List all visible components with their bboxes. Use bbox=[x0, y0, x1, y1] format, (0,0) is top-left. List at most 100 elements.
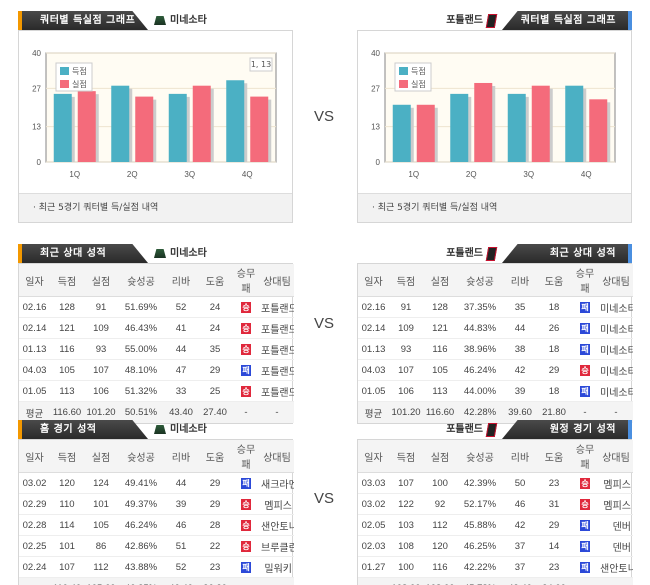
team-label: 미네소타 bbox=[154, 244, 207, 263]
table-cell: 100 bbox=[389, 556, 423, 578]
average-cell: 39.60 bbox=[503, 401, 537, 423]
bar-loss-4Q[interactable] bbox=[250, 96, 269, 162]
section-title: 최근 상대 성적 bbox=[18, 244, 148, 263]
result-badge: 패 bbox=[241, 561, 251, 573]
column-header: 득점 bbox=[389, 440, 423, 473]
table-cell: 128 bbox=[50, 296, 84, 318]
bar-loss-1Q[interactable] bbox=[77, 91, 96, 162]
opponent-cell: 멤피스 bbox=[599, 493, 633, 515]
table-cell: 113 bbox=[423, 380, 457, 402]
team-name: 미네소타 bbox=[170, 15, 207, 26]
bar-score-4Q[interactable] bbox=[565, 85, 584, 162]
panel-header: 최근 상대 성적 포틀랜드 bbox=[357, 244, 632, 263]
bar-loss-3Q[interactable] bbox=[531, 85, 550, 162]
table-cell: 24 bbox=[198, 317, 232, 339]
table-cell: 04.03 bbox=[358, 359, 389, 381]
average-cell: 21.80 bbox=[537, 401, 571, 423]
result-cell: 패 bbox=[571, 296, 599, 318]
stats-table: 일자 득점 실점 슛성공 리바 도움 승무패 상대팀 03.03 107 100 42.39% 50 23… bbox=[358, 440, 633, 585]
result-cell: 패 bbox=[232, 472, 260, 494]
table-row: 02.05 103 112 45.88% 42 29 패 덴버 bbox=[358, 514, 633, 536]
table-cell: 43.88% bbox=[118, 556, 164, 578]
opponent-cell: 새크라멘 bbox=[260, 472, 294, 494]
result-badge: 패 bbox=[580, 540, 590, 552]
average-cell: 27.40 bbox=[198, 401, 232, 423]
table-cell: 29 bbox=[198, 472, 232, 494]
team-name: 미네소타 bbox=[170, 424, 207, 435]
table-cell: 02.14 bbox=[19, 317, 50, 339]
table-cell: 35 bbox=[503, 296, 537, 318]
average-cell: 42.28% bbox=[457, 401, 503, 423]
away-h2h-panel: 최근 상대 성적 포틀랜드 일자 득점 실점 슛성공 리바 도움 승무패 상대팀 02.16 91 12… bbox=[357, 244, 633, 424]
chart-footer: · 최근 5경기 쿼터별 득/실점 내역 bbox=[19, 193, 292, 222]
bar-score-2Q[interactable] bbox=[450, 93, 469, 162]
table-cell: 93 bbox=[389, 338, 423, 360]
away-chart-panel: 쿼터별 득실점 그래프 포틀랜드 0 13 27 40 1Q 2Q 3Q 4Q 득점 실점 · 최근 5… bbox=[357, 11, 632, 223]
result-cell: 승 bbox=[571, 472, 599, 494]
table-cell: 46.43% bbox=[118, 317, 164, 339]
table-row: 03.02 122 92 52.17% 46 31 승 멤피스 bbox=[358, 493, 633, 515]
team-name: 포틀랜드 bbox=[446, 248, 483, 259]
column-header: 상대팀 bbox=[599, 264, 633, 297]
bar-score-1Q[interactable] bbox=[392, 104, 411, 162]
table-cell: 107 bbox=[389, 472, 423, 494]
table-cell: 107 bbox=[84, 359, 118, 381]
table-cell: 91 bbox=[389, 296, 423, 318]
tooltip-text: 1, 13 bbox=[251, 60, 271, 69]
table-cell: 50 bbox=[503, 472, 537, 494]
column-header: 도움 bbox=[537, 440, 571, 473]
column-header: 일자 bbox=[19, 264, 50, 297]
bar-loss-3Q[interactable] bbox=[192, 85, 211, 162]
section-title: 최근 상대 성적 bbox=[502, 244, 632, 263]
table-cell: 18 bbox=[537, 338, 571, 360]
legend-swatch bbox=[60, 80, 69, 88]
table-cell: 116 bbox=[423, 338, 457, 360]
x-tick-label: 4Q bbox=[581, 170, 592, 179]
opponent-cell: 포틀랜드 bbox=[260, 380, 294, 402]
table-cell: 106 bbox=[389, 380, 423, 402]
opponent-cell: 덴버 bbox=[599, 535, 633, 557]
x-tick-label: 2Q bbox=[127, 170, 138, 179]
bar-loss-4Q[interactable] bbox=[589, 99, 608, 162]
column-header: 득점 bbox=[50, 264, 84, 297]
column-header: 도움 bbox=[198, 264, 232, 297]
result-cell: 승 bbox=[232, 296, 260, 318]
bar-score-3Q[interactable] bbox=[507, 93, 526, 162]
average-cell: 101.20 bbox=[389, 401, 423, 423]
opponent-cell: 미네소타 bbox=[599, 359, 633, 381]
opponent-cell: 포틀랜드 bbox=[260, 359, 294, 381]
result-badge: 패 bbox=[580, 343, 590, 355]
table-cell: 110 bbox=[50, 493, 84, 515]
average-cell: 45.78% bbox=[457, 577, 503, 585]
result-badge: 승 bbox=[580, 498, 590, 510]
table-cell: 120 bbox=[50, 472, 84, 494]
column-header: 리바 bbox=[164, 440, 198, 473]
bar-loss-2Q[interactable] bbox=[135, 96, 154, 162]
result-badge: 승 bbox=[241, 385, 251, 397]
average-cell: 116.60 bbox=[423, 401, 457, 423]
team-logo-icon bbox=[154, 16, 166, 25]
bar-score-4Q[interactable] bbox=[226, 80, 245, 162]
table-cell: 46.24% bbox=[457, 359, 503, 381]
opponent-cell: 샌안토니 bbox=[260, 514, 294, 536]
bar-loss-1Q[interactable] bbox=[416, 104, 435, 162]
column-header: 리바 bbox=[164, 264, 198, 297]
team-logo-icon bbox=[485, 13, 498, 28]
away-games-panel: 원정 경기 성적 포틀랜드 일자 득점 실점 슛성공 리바 도움 승무패 상대팀 03.03 107 1… bbox=[357, 420, 633, 585]
stats-table: 일자 득점 실점 슛성공 리바 도움 승무패 상대팀 02.16 128 91 51.69% 52 24 승… bbox=[19, 264, 294, 423]
stats-table: 일자 득점 실점 슛성공 리바 도움 승무패 상대팀 03.02 120 124 49.41% 44 29… bbox=[19, 440, 294, 585]
table-cell: 52 bbox=[164, 296, 198, 318]
bar-loss-2Q[interactable] bbox=[474, 82, 493, 162]
column-header: 도움 bbox=[198, 440, 232, 473]
chart-footer: · 최근 5경기 쿼터별 득/실점 내역 bbox=[358, 193, 631, 222]
result-cell: 패 bbox=[232, 359, 260, 381]
bar-score-1Q[interactable] bbox=[53, 93, 72, 162]
team-logo-icon bbox=[154, 249, 166, 258]
bar-score-2Q[interactable] bbox=[111, 85, 130, 162]
column-header: 실점 bbox=[84, 440, 118, 473]
bar-score-3Q[interactable] bbox=[168, 93, 187, 162]
average-cell: 101.20 bbox=[84, 401, 118, 423]
